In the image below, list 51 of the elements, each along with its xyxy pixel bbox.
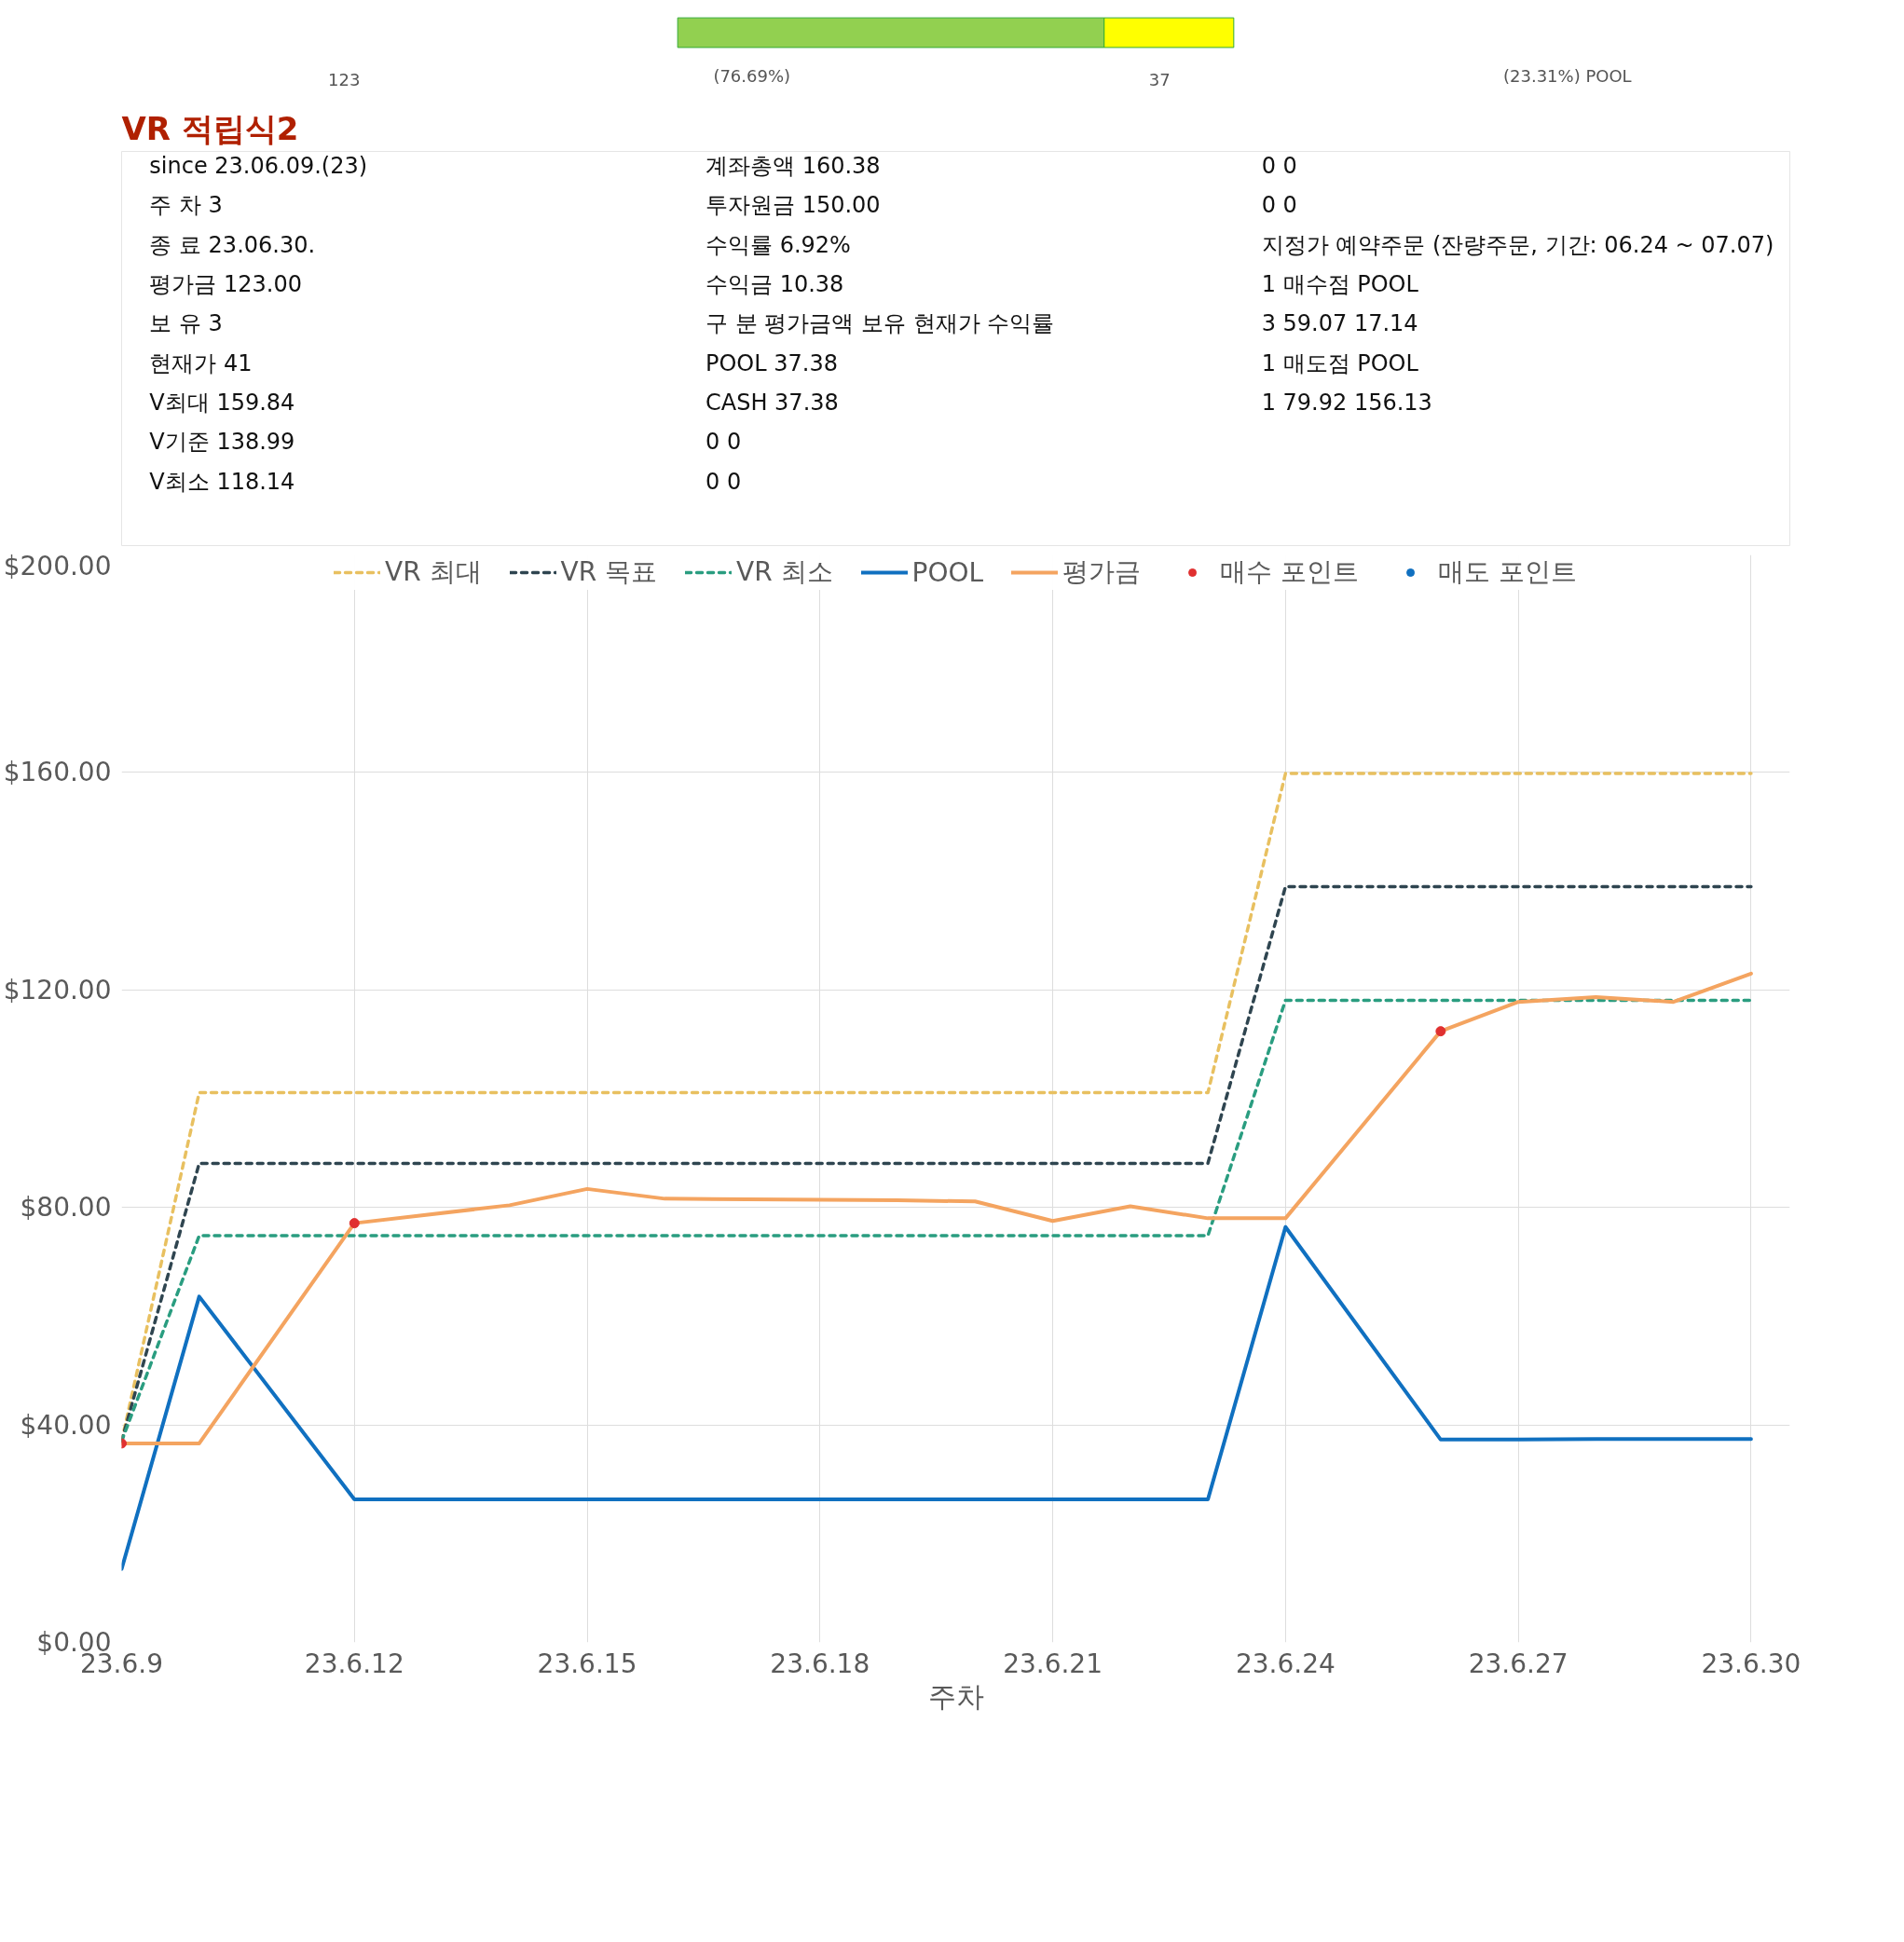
- text: CASH 37.38: [705, 389, 839, 416]
- y-tick-label: $160.00: [3, 757, 112, 788]
- y-tick-label: $80.00: [20, 1192, 112, 1224]
- text: 수익금 10.38: [705, 271, 844, 298]
- text: 1 매수점 POOL: [1261, 271, 1419, 298]
- x-tick-label: 23.6.24: [1235, 1648, 1336, 1679]
- y-tick-label: $40.00: [20, 1409, 112, 1441]
- text: 1 매도점 POOL: [1261, 349, 1419, 376]
- text: 0 0: [705, 468, 742, 495]
- text: 0 0: [1261, 153, 1297, 180]
- text: V최대 159.84: [149, 389, 295, 416]
- text: 0 0: [1261, 192, 1297, 219]
- text: (23.31%) POOL: [1503, 65, 1632, 86]
- text: 구 분 평가금액 보유 현재가 수익률: [705, 310, 1055, 337]
- legend-label: 매수 포인트: [1220, 555, 1360, 589]
- text: 3 59.07 17.14: [1261, 310, 1418, 337]
- text: 주 차 3: [149, 192, 223, 219]
- y-tick-label: $120.00: [3, 974, 112, 1005]
- text: 37: [1148, 69, 1171, 89]
- text: since 23.06.09.(23): [149, 153, 368, 180]
- x-tick-label: 23.6.27: [1468, 1648, 1568, 1679]
- x-tick-label: 23.6.21: [1003, 1648, 1103, 1679]
- x-axis-title: 주차: [927, 1679, 984, 1713]
- x-tick-label: 23.6.30: [1701, 1648, 1801, 1679]
- x-tick-label: 23.6.15: [537, 1648, 637, 1679]
- text: V최소 118.14: [149, 468, 295, 495]
- text: 평가금 123.00: [149, 271, 302, 298]
- legend-label: VR 최대: [385, 555, 482, 589]
- legend-label: 평가금: [1062, 555, 1142, 589]
- text: V기준 138.99: [149, 429, 295, 456]
- text: 지정가 예약주문 (잔량주문, 기간: 06.24 ~ 07.07): [1261, 231, 1774, 258]
- text: 종 료 23.06.30.: [149, 231, 316, 258]
- legend-label: VR 최소: [736, 555, 833, 589]
- text: POOL 37.38: [705, 349, 838, 376]
- text: 현재가 41: [149, 349, 253, 376]
- x-tick-label: 23.6.12: [304, 1648, 404, 1679]
- line-series: [121, 1224, 1753, 1571]
- text: 수익률 6.92%: [705, 231, 851, 258]
- text: 보 유 3: [149, 310, 223, 337]
- text: 123: [327, 69, 361, 89]
- text: 0 0: [705, 429, 742, 456]
- text: VR 적립식2: [121, 109, 299, 147]
- text: 투자원금 150.00: [705, 192, 881, 219]
- x-tick-label: 23.6.18: [770, 1648, 870, 1679]
- text: 계좌총액 160.38: [705, 153, 881, 180]
- text: 1 79.92 156.13: [1261, 389, 1432, 416]
- y-tick-label: $200.00: [3, 550, 112, 581]
- legend-label: VR 목표: [560, 555, 658, 589]
- text: (76.69%): [713, 65, 791, 86]
- legend-label: POOL: [911, 556, 984, 588]
- legend-label: 매도 포인트: [1438, 555, 1577, 589]
